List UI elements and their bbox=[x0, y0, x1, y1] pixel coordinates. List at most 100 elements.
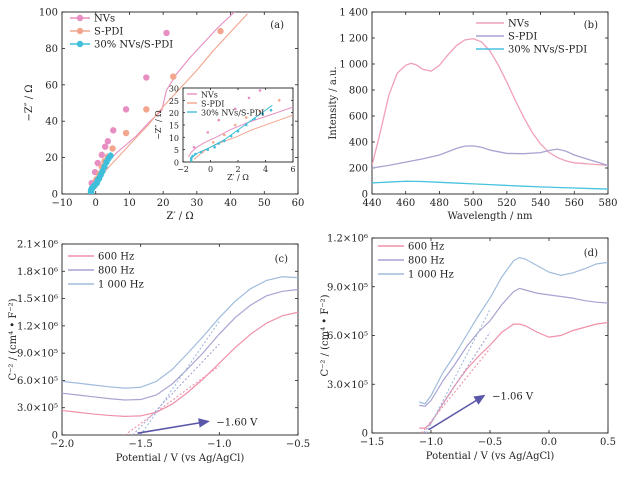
x-tick-label: 580 bbox=[598, 198, 617, 209]
series-line bbox=[372, 181, 608, 189]
series-line bbox=[62, 312, 298, 416]
x-axis-label: Wavelength / nm bbox=[447, 211, 533, 222]
y-tick-label: 20 bbox=[169, 109, 179, 118]
inset-data-point bbox=[223, 140, 226, 143]
x-axis-label: Potential / V (vs Ag/AgCl) bbox=[426, 451, 555, 462]
inset-data-point bbox=[415, 46, 418, 49]
legend-marker bbox=[77, 15, 83, 21]
series-line bbox=[62, 289, 298, 400]
plot-frame bbox=[372, 238, 608, 433]
inset-data-point bbox=[223, 134, 226, 137]
y-tick-label: 3.0×10⁵ bbox=[17, 403, 58, 414]
y-tick-label: 1 200 bbox=[339, 34, 368, 45]
series-line bbox=[189, 0, 630, 157]
y-tick-label: 0 bbox=[174, 159, 179, 168]
inset-data-point bbox=[415, 3, 418, 6]
y-tick-label: 0 bbox=[52, 190, 58, 201]
y-tick-label: 3.0×10⁵ bbox=[327, 380, 368, 391]
inset-data-point bbox=[194, 153, 197, 156]
y-axis-label: −Z″ / Ω bbox=[24, 84, 35, 121]
y-tick-label: 800 bbox=[349, 86, 368, 97]
series-line bbox=[372, 39, 608, 166]
x-tick-label: 60 bbox=[292, 198, 305, 209]
x-tick-label: 480 bbox=[430, 198, 449, 209]
x-tick-label: 0 bbox=[208, 165, 213, 174]
x-tick-label: −1.5 bbox=[129, 439, 153, 450]
y-tick-label: 20 bbox=[45, 153, 58, 164]
y-tick-label: 1.2×10⁶ bbox=[17, 321, 58, 332]
y-tick-label: 15 bbox=[169, 122, 179, 131]
inset-data-point bbox=[237, 130, 240, 133]
data-point bbox=[217, 28, 223, 34]
inset-data-point bbox=[245, 124, 248, 127]
annotation-label: −1.60 V bbox=[216, 417, 258, 428]
x-tick-label: 50 bbox=[258, 198, 271, 209]
x-tick-label: 40 bbox=[224, 198, 237, 209]
inset-data-point bbox=[193, 146, 196, 149]
inset-data-point bbox=[217, 142, 220, 145]
inset-data-point bbox=[248, 97, 251, 100]
y-tick-label: 9.0×10⁵ bbox=[17, 349, 58, 360]
panel-c: −2.0−1.5−1.0−0.503.0×10⁵6.0×10⁵9.0×10⁵1.… bbox=[8, 240, 310, 465]
data-point bbox=[107, 153, 113, 159]
inset-data-point bbox=[253, 118, 256, 121]
x-tick-label: 0 bbox=[93, 198, 99, 209]
legend-label: 30% NVs/S-PDI bbox=[508, 45, 587, 56]
legend-label: S-PDI bbox=[508, 32, 537, 43]
inset-data-point bbox=[278, 99, 281, 102]
data-point bbox=[163, 30, 169, 36]
y-tick-label: 1.2×10⁶ bbox=[327, 234, 368, 245]
series-line bbox=[194, 0, 630, 160]
legend-label: 600 Hz bbox=[408, 242, 444, 253]
inset-data-point bbox=[212, 141, 215, 144]
legend-label: 800 Hz bbox=[98, 266, 134, 277]
legend-label: 800 Hz bbox=[408, 256, 444, 267]
y-tick-label: 2.1×10⁶ bbox=[17, 240, 58, 251]
x-tick-label: 30 bbox=[190, 198, 203, 209]
data-point bbox=[143, 106, 149, 112]
x-tick-label: 500 bbox=[464, 198, 483, 209]
y-axis-label: −Z″ / Ω bbox=[154, 110, 163, 140]
x-tick-label: 6 bbox=[290, 165, 295, 174]
legend-marker bbox=[77, 28, 83, 34]
y-axis-label: C⁻² / (cm⁴ • F⁻²) bbox=[8, 298, 19, 380]
y-tick-label: 1.5×10⁶ bbox=[17, 294, 58, 305]
inset-data-point bbox=[230, 135, 233, 138]
x-tick-label: 0.0 bbox=[541, 437, 557, 448]
y-tick-label: 0 bbox=[362, 429, 368, 440]
y-tick-label: 100 bbox=[39, 8, 58, 19]
x-axis-label: Potential / V (vs Ag/AgCl) bbox=[116, 453, 245, 464]
x-tick-label: −1.0 bbox=[419, 437, 443, 448]
data-point bbox=[105, 138, 111, 144]
inset-data-point bbox=[525, 2, 528, 5]
y-tick-label: 1 400 bbox=[339, 8, 368, 19]
inset-data-point bbox=[259, 89, 262, 92]
x-tick-label: 20 bbox=[157, 198, 170, 209]
y-tick-label: 0 bbox=[362, 190, 368, 201]
series-line bbox=[141, 321, 220, 435]
panel-label: (b) bbox=[584, 20, 598, 31]
series-line bbox=[62, 277, 298, 388]
data-point bbox=[143, 74, 149, 80]
panel-label: (a) bbox=[270, 20, 284, 31]
x-tick-label: 520 bbox=[497, 198, 516, 209]
y-tick-label: 60 bbox=[45, 80, 58, 91]
y-axis-label: C⁻² / (cm⁴ • F⁻²) bbox=[320, 294, 331, 376]
y-tick-label: 1 000 bbox=[339, 60, 368, 71]
series-line bbox=[422, 349, 490, 434]
inset-data-point bbox=[333, 46, 336, 49]
inset-data-point bbox=[281, 74, 284, 77]
y-tick-label: 40 bbox=[45, 117, 58, 128]
x-tick-label: 0.5 bbox=[600, 437, 616, 448]
inset-data-point bbox=[217, 119, 220, 122]
x-axis-label: Z′ / Ω bbox=[166, 211, 193, 222]
inset-data-point bbox=[234, 124, 237, 127]
series-line bbox=[372, 146, 608, 168]
x-tick-label: 460 bbox=[396, 198, 415, 209]
legend-label: NVs bbox=[508, 19, 529, 30]
series-line bbox=[419, 288, 608, 406]
legend-label: S-PDI bbox=[94, 27, 123, 38]
